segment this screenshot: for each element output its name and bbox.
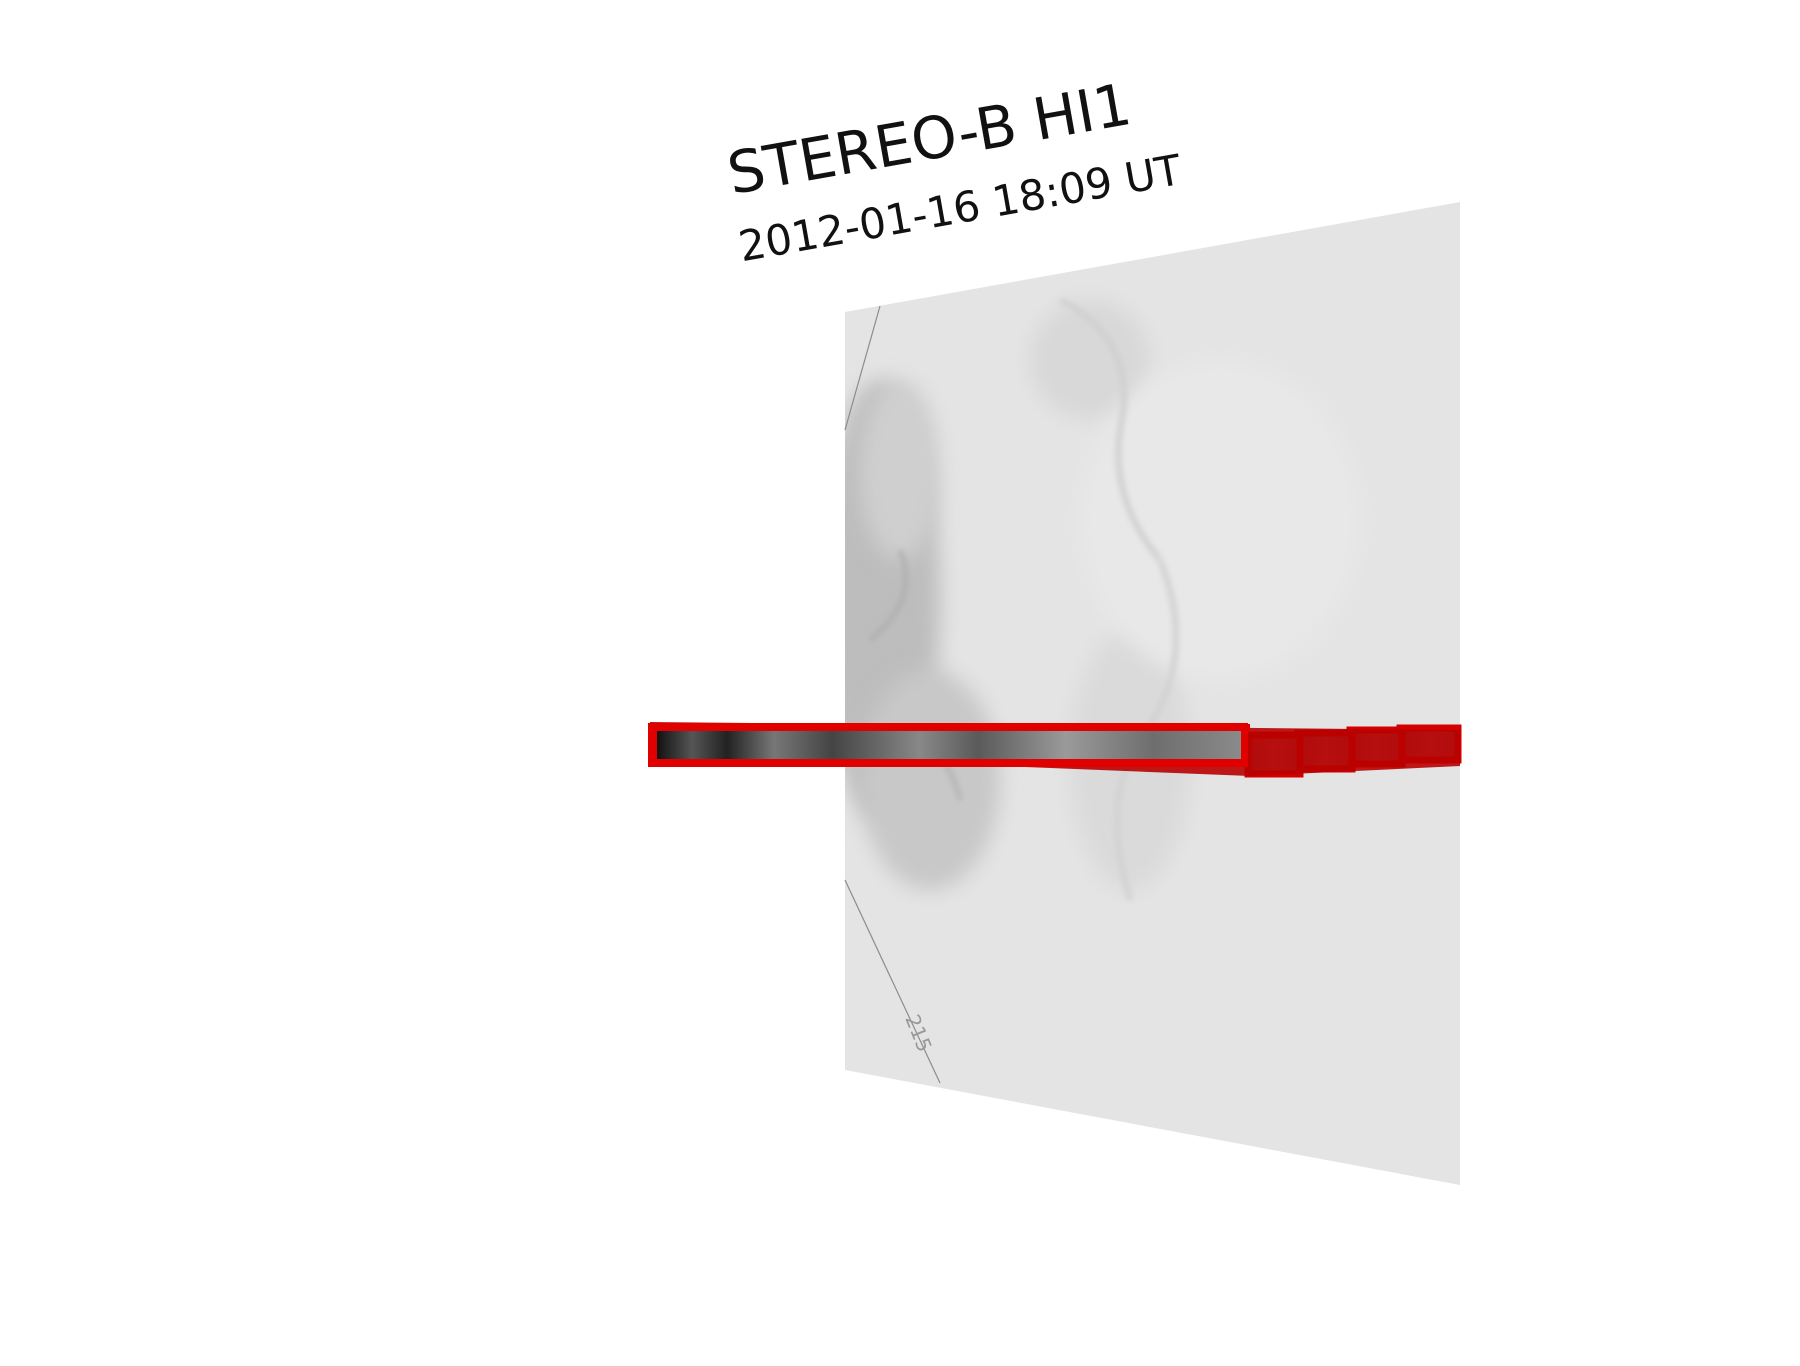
strip-slice-main-inner-top — [740, 724, 1250, 731]
grid-line-upper — [844, 305, 881, 431]
image-plane: 215 — [844, 202, 1460, 1185]
grid-line-lower — [844, 879, 941, 1084]
strip-slice-main-image — [657, 731, 1241, 759]
title-block: STEREO-B HI1 2012-01-16 18:09 UT — [723, 70, 1186, 271]
strip-slices — [648, 722, 1462, 778]
